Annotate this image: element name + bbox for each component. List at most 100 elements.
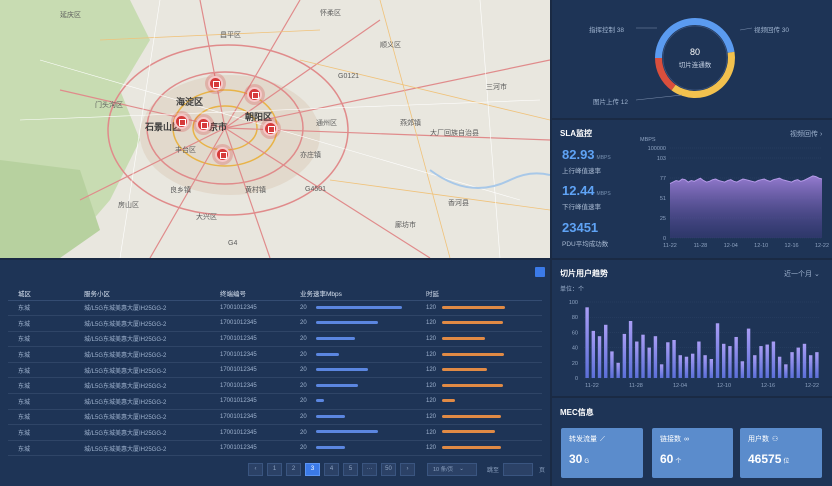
trend-bar[interactable] bbox=[690, 353, 695, 378]
table-row[interactable]: 东城 城/L5G东城美惠大厦IH25GG-2 17001012345 20 120 bbox=[8, 424, 542, 441]
trend-bar-chart: 100 80 60 40 20 0 11-22 11-28 12-04 12-10 12-16 12-… bbox=[569, 300, 820, 389]
donut-slice[interactable] bbox=[671, 51, 735, 98]
table-row[interactable]: 东城 城/L5G东城美惠大厦IH25GG-2 17001012345 20 120 bbox=[8, 409, 542, 426]
page-button[interactable]: 50 bbox=[381, 462, 396, 476]
trend-bar[interactable] bbox=[659, 364, 664, 378]
trend-bar[interactable] bbox=[808, 355, 813, 378]
y-tick-label: 100 bbox=[569, 300, 578, 306]
trend-bar[interactable] bbox=[734, 336, 738, 378]
page-ellipsis[interactable]: ··· bbox=[362, 462, 377, 476]
mec-card-label: 链接数 ∞ bbox=[660, 434, 725, 444]
table-row[interactable]: 东城 城/L5G东城美惠大厦IH25GG-2 17001012345 20 120 bbox=[8, 300, 542, 317]
table-row[interactable]: 东城 城/L5G东城美惠大厦IH25GG-2 17001012345 20 120 bbox=[8, 315, 542, 332]
trend-bar[interactable] bbox=[604, 324, 608, 378]
mec-card-number: 46575 bbox=[748, 452, 782, 466]
trend-bar[interactable] bbox=[635, 341, 639, 378]
table-row[interactable]: 东城 城/L5G东城美惠大厦IH25GG-2 17001012345 20 120 bbox=[8, 331, 542, 348]
trend-bar[interactable] bbox=[722, 343, 726, 378]
page-button[interactable]: 2 bbox=[286, 462, 301, 476]
table-row[interactable]: 东城 城/L5G东城美惠大厦IH25GG-2 17001012345 20 120 bbox=[8, 377, 542, 395]
map-marker-icon[interactable] bbox=[215, 147, 230, 162]
table-row[interactable]: 东城 城/L5G东城美惠大厦IH25GG-2 17001012345 20 120 bbox=[8, 440, 542, 457]
trend-bar[interactable] bbox=[815, 352, 819, 378]
table-row[interactable]: 东城 城/L5G东城美惠大厦IH25GG-2 17001012345 20 120 bbox=[8, 362, 542, 379]
trend-bar[interactable] bbox=[641, 334, 645, 378]
map-label: 怀柔区 bbox=[320, 10, 341, 17]
page-button[interactable]: 4 bbox=[324, 462, 339, 476]
mec-card-unit: G bbox=[584, 459, 590, 465]
trend-bar[interactable] bbox=[647, 347, 651, 378]
trend-range-select[interactable]: 近一个月 ⌄ bbox=[784, 269, 820, 279]
trend-bar[interactable] bbox=[653, 336, 658, 378]
terminal-cell: 17001012345 bbox=[210, 440, 290, 457]
trend-bar[interactable] bbox=[697, 341, 701, 378]
map-marker-icon[interactable] bbox=[196, 117, 211, 132]
page-button-active[interactable]: 3 bbox=[305, 462, 320, 476]
export-icon[interactable] bbox=[535, 267, 545, 277]
trend-bar[interactable] bbox=[796, 347, 800, 378]
trend-bar[interactable] bbox=[759, 346, 763, 378]
trend-bar[interactable] bbox=[728, 346, 732, 378]
trend-bar[interactable] bbox=[802, 343, 807, 378]
map-marker-icon[interactable] bbox=[263, 121, 278, 136]
x-tick-label: 12-10 bbox=[717, 383, 731, 389]
trend-bar[interactable] bbox=[628, 321, 633, 378]
next-page-button[interactable]: › bbox=[400, 462, 415, 476]
trend-bar[interactable] bbox=[591, 330, 596, 378]
trend-bar[interactable] bbox=[703, 355, 707, 378]
page-size-select[interactable]: 10 条/页 ⌄ bbox=[427, 462, 477, 476]
trend-bar[interactable] bbox=[790, 352, 794, 378]
latency-bar bbox=[442, 336, 485, 340]
trend-bar[interactable] bbox=[672, 340, 676, 378]
trend-bar[interactable] bbox=[777, 356, 782, 378]
trend-bar[interactable] bbox=[771, 341, 776, 378]
rate-cell: 20 bbox=[290, 393, 416, 410]
map-marker-icon[interactable] bbox=[174, 114, 189, 129]
x-tick-label: 12-16 bbox=[785, 243, 799, 249]
jump-page-input[interactable] bbox=[503, 462, 534, 476]
rate-cell: 20 bbox=[290, 424, 416, 441]
latency-value: 120 bbox=[426, 320, 437, 327]
trend-bar[interactable] bbox=[709, 359, 714, 378]
map-marker-icon[interactable] bbox=[247, 87, 262, 102]
trend-bar[interactable] bbox=[666, 342, 670, 378]
table-row[interactable]: 东城 城/L5G东城美惠大厦IH25GG-2 17001012345 20 120 bbox=[8, 393, 542, 410]
table-row[interactable]: 东城 城/L5G东城美惠大厦IH25GG-2 17001012345 20 120 bbox=[8, 346, 542, 363]
map-terrain bbox=[0, 160, 100, 258]
sla-video-link[interactable]: 视频回传 › bbox=[790, 131, 823, 138]
map-label: 通州区 bbox=[316, 120, 337, 127]
trend-bar[interactable] bbox=[585, 307, 589, 378]
latency-cell: 120 bbox=[416, 315, 542, 332]
y-tick-label: 51 bbox=[660, 196, 666, 202]
latency-bar bbox=[442, 352, 504, 356]
donut-slice[interactable] bbox=[655, 18, 735, 58]
trend-bar[interactable] bbox=[746, 328, 751, 378]
trend-bar[interactable] bbox=[684, 356, 689, 378]
trend-bar[interactable] bbox=[740, 361, 745, 378]
y-tick-label: 0 bbox=[575, 376, 578, 382]
trend-bar[interactable] bbox=[784, 364, 788, 378]
trend-bar[interactable] bbox=[622, 333, 627, 378]
trend-bar[interactable] bbox=[610, 351, 614, 378]
page-button[interactable]: 1 bbox=[267, 462, 282, 476]
trend-bar[interactable] bbox=[753, 355, 757, 378]
trend-bar[interactable] bbox=[678, 355, 682, 378]
mec-card-unit: 个 bbox=[675, 459, 682, 465]
donut-slice[interactable] bbox=[655, 58, 676, 91]
latency-value: 120 bbox=[426, 335, 437, 342]
page-button[interactable]: 5 bbox=[343, 462, 358, 476]
latency-value: 120 bbox=[426, 351, 437, 358]
sla-area[interactable] bbox=[670, 175, 822, 238]
mec-card-label-text: 链接数 bbox=[660, 436, 681, 443]
trend-bar[interactable] bbox=[715, 323, 720, 378]
trend-bar[interactable] bbox=[597, 336, 602, 378]
map-view[interactable]: 海淀区 石景山区 北京市 朝阳区 门头沟区 丰台区 通州区 大兴区 房山区 昌平… bbox=[0, 0, 550, 258]
trend-bar[interactable] bbox=[765, 344, 769, 378]
trend-bar[interactable] bbox=[616, 362, 620, 378]
y-tick-label: 77 bbox=[660, 176, 666, 182]
map-marker-icon[interactable] bbox=[208, 76, 223, 91]
prev-page-button[interactable]: ‹ bbox=[248, 462, 263, 476]
y-tick-label: 100000 bbox=[648, 146, 666, 152]
latency-value: 120 bbox=[426, 382, 437, 389]
latency-value: 120 bbox=[426, 413, 437, 420]
